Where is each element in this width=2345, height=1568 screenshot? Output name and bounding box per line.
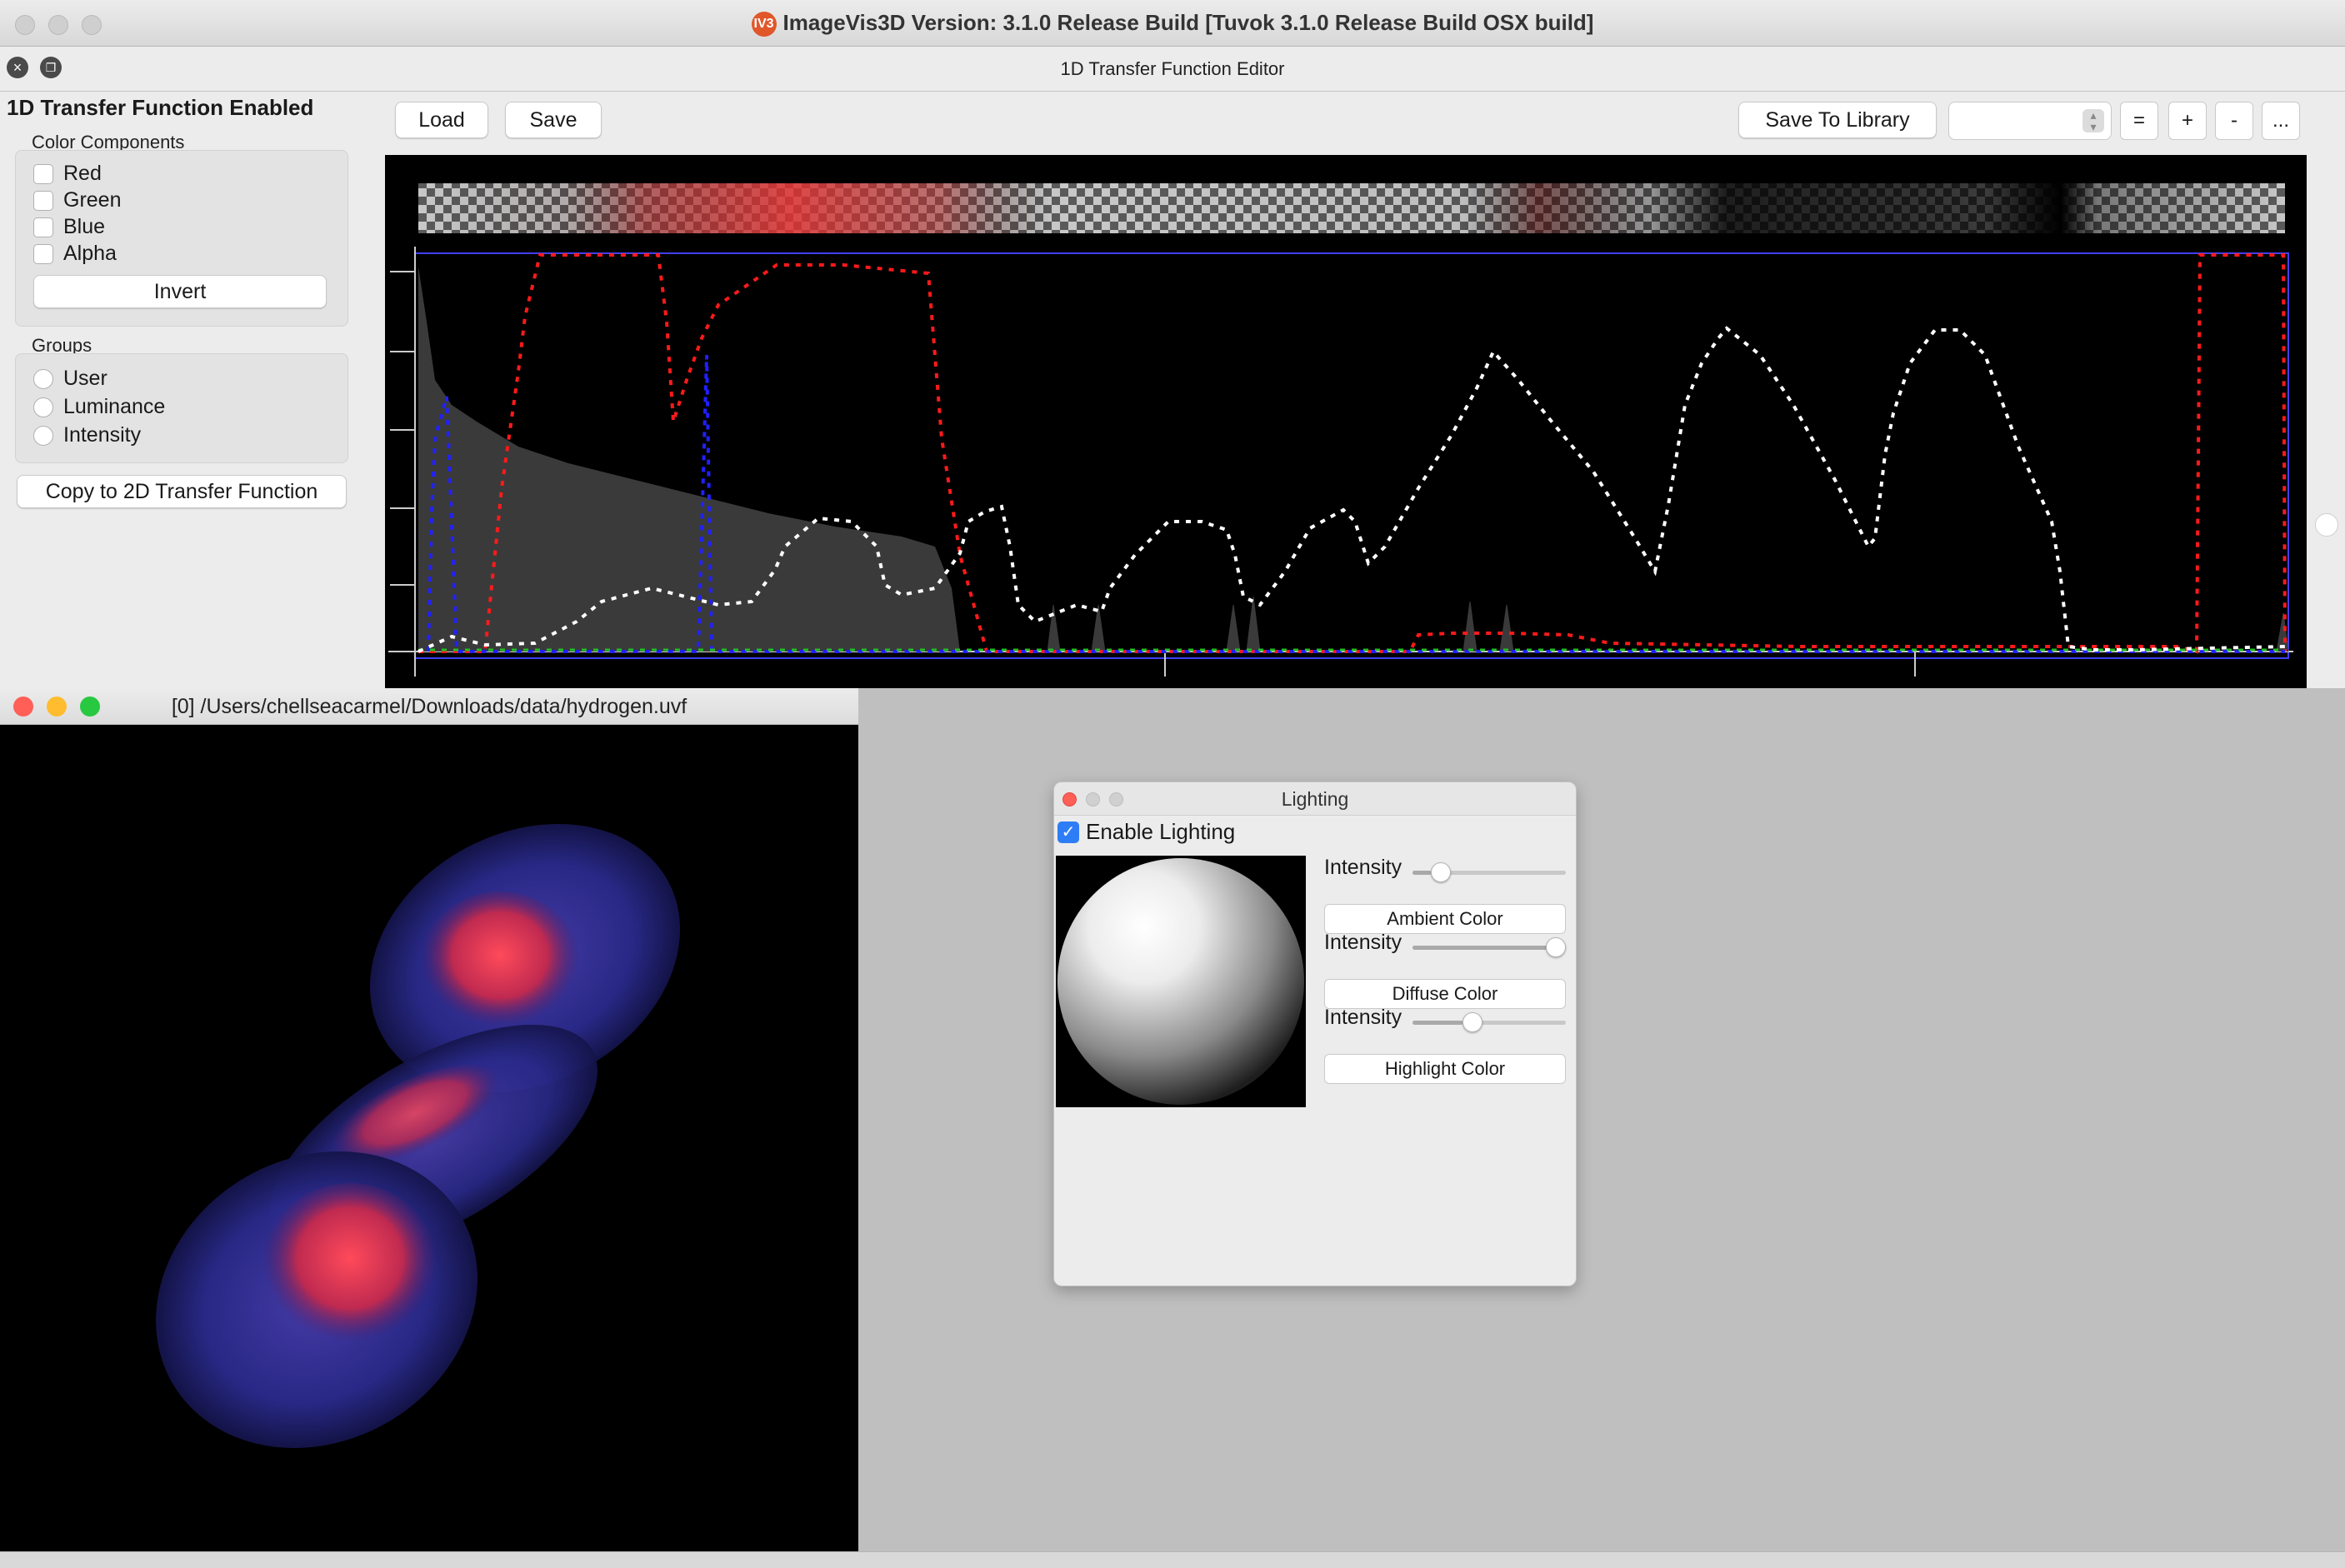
- render-window-title-bar: [0] /Users/chellseacarmel/Downloads/data…: [0, 688, 858, 725]
- diffuse-intensity-label: Intensity: [1324, 931, 1402, 954]
- load-button[interactable]: Load: [395, 102, 488, 138]
- blue-curve[interactable]: [427, 354, 2285, 653]
- render-minimize-button[interactable]: [47, 697, 67, 717]
- alpha-curve[interactable]: [418, 326, 2286, 653]
- lighting-panel: Lighting ✓ Enable Lighting Intensity Amb…: [1053, 782, 1577, 1286]
- ambient-color-button[interactable]: Ambient Color: [1324, 904, 1566, 934]
- luminance-radio[interactable]: [33, 397, 53, 417]
- intensity-label: Intensity: [63, 423, 142, 447]
- diffuse-slider-knob[interactable]: [1546, 937, 1566, 957]
- luminance-label: Luminance: [63, 395, 166, 418]
- transfer-function-sidebar: 1D Transfer Function Enabled Color Compo…: [0, 92, 385, 688]
- plus-button[interactable]: +: [2168, 102, 2207, 140]
- enable-lighting-row[interactable]: ✓ Enable Lighting: [1058, 819, 1235, 845]
- zoom-window-button[interactable]: [82, 15, 102, 35]
- highlight-color-button[interactable]: Highlight Color: [1324, 1054, 1566, 1084]
- luminance-radio-row[interactable]: Luminance: [33, 395, 165, 419]
- editor-right-strip: [2307, 92, 2345, 688]
- green-checkbox[interactable]: [33, 190, 53, 211]
- enable-lighting-checkbox[interactable]: ✓: [1058, 821, 1079, 843]
- editor-title: 1D Transfer Function Editor: [1060, 58, 1285, 79]
- ambient-intensity-label: Intensity: [1324, 856, 1402, 879]
- blue-checkbox-row[interactable]: Blue: [33, 215, 105, 239]
- enable-lighting-label: Enable Lighting: [1086, 819, 1236, 844]
- lighting-minimize-button[interactable]: [1086, 792, 1100, 806]
- specular-intensity-label: Intensity: [1324, 1006, 1402, 1029]
- green-checkbox-row[interactable]: Green: [33, 188, 121, 212]
- blue-checkbox[interactable]: [33, 217, 53, 237]
- main-title-bar: IV3 ImageVis3D Version: 3.1.0 Release Bui…: [0, 0, 2345, 47]
- red-curve[interactable]: [418, 253, 2287, 654]
- save-to-library-button[interactable]: Save To Library: [1738, 102, 1937, 138]
- render-window-title: [0] /Users/chellseacarmel/Downloads/data…: [171, 695, 688, 718]
- green-label: Green: [63, 188, 122, 212]
- light-preview-sphere: [1058, 858, 1304, 1105]
- hydrogen-volume-render: [156, 823, 681, 1448]
- y-axis-ticks: [390, 271, 415, 586]
- lighting-title-bar: Lighting: [1054, 782, 1576, 816]
- volume-render-view[interactable]: [0, 725, 858, 1551]
- minimize-window-button[interactable]: [48, 15, 68, 35]
- lighting-title: Lighting: [1281, 788, 1349, 810]
- render-close-button[interactable]: [13, 697, 33, 717]
- invert-button[interactable]: Invert: [33, 275, 327, 308]
- diffuse-color-button[interactable]: Diffuse Color: [1324, 979, 1566, 1009]
- lower-lobe-core: [262, 1183, 438, 1350]
- transfer-function-canvas[interactable]: [385, 155, 2307, 688]
- blue-label: Blue: [63, 215, 106, 238]
- light-preview: [1056, 856, 1306, 1107]
- tf-color-bar-overlay: [418, 183, 2285, 233]
- minus-button[interactable]: -: [2215, 102, 2253, 140]
- histogram-spikes: [1047, 596, 2289, 652]
- save-button[interactable]: Save: [505, 102, 602, 138]
- app-title-text: ImageVis3D Version: 3.1.0 Release Build …: [782, 10, 1594, 35]
- intensity-radio-row[interactable]: Intensity: [33, 423, 141, 447]
- specular-intensity-slider[interactable]: [1412, 1012, 1566, 1032]
- user-radio[interactable]: [33, 368, 53, 389]
- status-strip: [0, 1551, 2345, 1568]
- specular-slider-knob[interactable]: [1462, 1012, 1482, 1032]
- groups-label: Groups: [32, 335, 92, 356]
- ambient-intensity-slider[interactable]: [1412, 862, 1566, 882]
- app-logo-icon: IV3: [751, 12, 777, 37]
- copy-to-2d-button[interactable]: Copy to 2D Transfer Function: [17, 475, 347, 508]
- color-components-label: Color Components: [32, 132, 185, 152]
- lighting-zoom-button[interactable]: [1109, 792, 1123, 806]
- render-zoom-button[interactable]: [80, 697, 100, 717]
- close-editor-icon[interactable]: ×: [7, 57, 28, 78]
- red-checkbox[interactable]: [33, 163, 53, 184]
- library-select[interactable]: ▴ ▾: [1948, 102, 2112, 140]
- editor-title-bar: × ❐ 1D Transfer Function Editor: [0, 47, 2345, 92]
- red-label: Red: [63, 162, 102, 185]
- close-window-button[interactable]: [15, 15, 35, 35]
- app-title: IV3 ImageVis3D Version: 3.1.0 Release Bui…: [0, 10, 2345, 37]
- alpha-checkbox-row[interactable]: Alpha: [33, 242, 117, 266]
- tf-enabled-label: 1D Transfer Function Enabled: [7, 95, 314, 120]
- groups-group: [15, 353, 348, 463]
- lighting-close-button[interactable]: [1062, 792, 1077, 806]
- x-axis-ticks: [1164, 652, 1916, 677]
- ambient-slider-knob[interactable]: [1431, 862, 1451, 882]
- equal-button[interactable]: =: [2120, 102, 2158, 140]
- alpha-checkbox[interactable]: [33, 243, 53, 264]
- upper-lobe-core: [421, 891, 579, 1033]
- middle-ring-core: [332, 1065, 502, 1168]
- histogram-area: [418, 267, 960, 652]
- splitter-handle[interactable]: [2315, 513, 2338, 537]
- user-radio-row[interactable]: User: [33, 367, 108, 391]
- tf-plot[interactable]: [385, 155, 2307, 688]
- tf-toolbar: Load Save Save To Library ▴ ▾ = + - ...: [385, 92, 2307, 155]
- more-button[interactable]: ...: [2262, 102, 2300, 140]
- intensity-radio[interactable]: [33, 425, 53, 446]
- diffuse-intensity-slider[interactable]: [1412, 937, 1566, 957]
- red-checkbox-row[interactable]: Red: [33, 162, 102, 186]
- updown-arrows-icon: ▴ ▾: [2082, 109, 2104, 132]
- user-label: User: [63, 367, 108, 390]
- float-editor-icon[interactable]: ❐: [40, 57, 62, 78]
- alpha-label: Alpha: [63, 242, 117, 265]
